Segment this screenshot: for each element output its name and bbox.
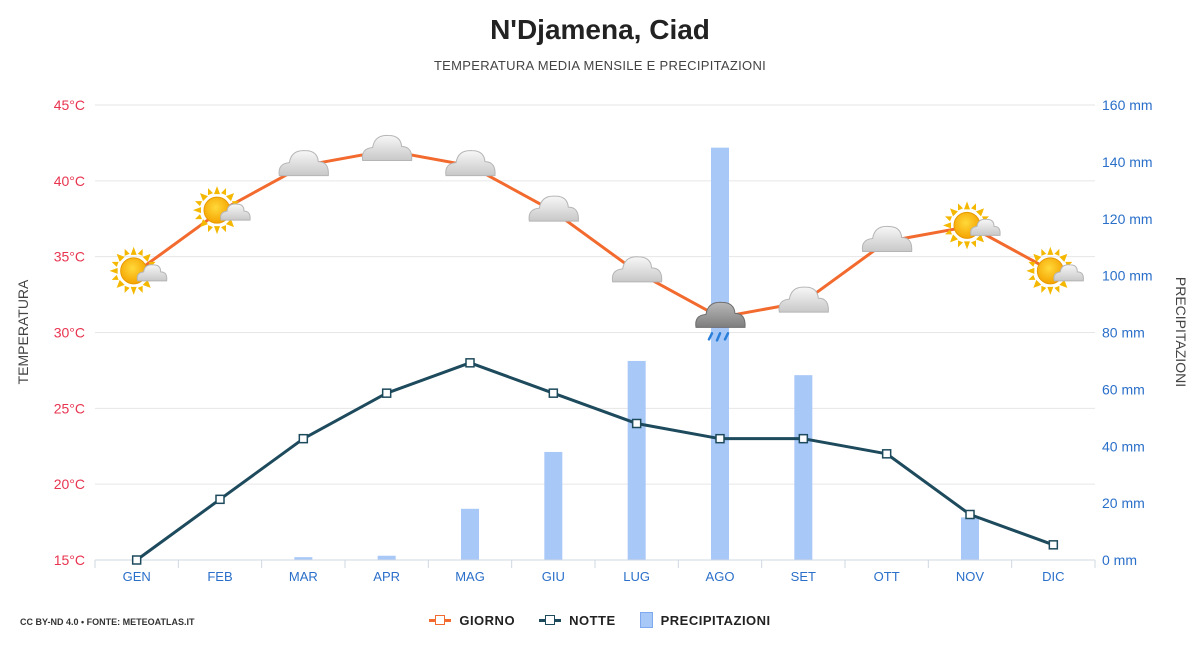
sun-cloud-icon: [942, 200, 1001, 250]
y-axis-right-title: PRECIPITAZIONI: [1173, 277, 1189, 387]
precip-bar: [294, 557, 313, 560]
x-tick-label: APR: [373, 569, 400, 584]
x-tick-label: MAG: [455, 569, 485, 584]
precip-bar: [627, 360, 646, 560]
night-point-marker: [465, 358, 475, 368]
legend-item-day[interactable]: GIORNO: [429, 613, 515, 628]
legend-item-night[interactable]: NOTTE: [539, 613, 616, 628]
precip-bar: [711, 147, 729, 560]
cloud-icon: [528, 195, 579, 222]
x-tick-label: GEN: [123, 569, 151, 584]
y-axis-left-title: TEMPERATURA: [15, 279, 31, 384]
night-series-line: [135, 361, 1054, 562]
precip-bar: [794, 375, 813, 560]
x-tick-label: DIC: [1042, 569, 1064, 584]
y-left-tick-label: 20°C: [54, 476, 85, 492]
night-point-marker: [1048, 540, 1059, 550]
x-tick-label: AGO: [706, 569, 735, 584]
sun-cloud-icon: [192, 185, 251, 235]
y-left-tick-label: 25°C: [54, 400, 85, 416]
night-point-marker: [548, 388, 559, 398]
y-right-tick-label: 160 mm: [1102, 97, 1153, 113]
source-credit: CC BY-ND 4.0 • FONTE: METEOATLAS.IT: [20, 617, 195, 627]
x-tick-label: NOV: [956, 569, 985, 584]
y-right-tick-label: 80 mm: [1102, 325, 1145, 341]
precip-bar: [377, 555, 396, 560]
cloud-icon: [861, 225, 913, 252]
night-point-marker: [715, 433, 725, 444]
y-left-tick-label: 45°C: [54, 97, 85, 113]
y-left-tick-label: 40°C: [54, 173, 85, 189]
night-point-marker: [298, 433, 309, 444]
night-point-marker: [965, 509, 975, 520]
x-tick-label: GIU: [542, 569, 565, 584]
cloud-icon: [445, 150, 496, 177]
night-point-marker: [798, 433, 809, 444]
rain-cloud-icon: [695, 301, 746, 342]
sun-cloud-icon: [1025, 246, 1084, 296]
legend: GIORNO NOTTE PRECIPITAZIONI: [0, 612, 1200, 628]
legend-day-label: GIORNO: [459, 612, 516, 628]
legend-item-precip[interactable]: PRECIPITAZIONI: [639, 612, 771, 628]
y-right-tick-label: 0 mm: [1102, 552, 1137, 568]
y-right-tick-label: 20 mm: [1102, 495, 1145, 511]
cloud-icon: [361, 134, 413, 161]
y-right-tick-label: 120 mm: [1102, 211, 1153, 227]
x-tick-label: FEB: [207, 569, 232, 584]
y-left-tick-label: 30°C: [54, 325, 85, 341]
night-point-marker: [881, 449, 892, 459]
y-right-tick-label: 140 mm: [1102, 154, 1153, 170]
precip-bar: [461, 508, 479, 560]
chart-svg: 15°C 20°C 25°C 30°C 35°C 40°C 45°C 0 mm 20 mm 40 …: [15, 97, 1189, 584]
night-point-marker: [631, 418, 642, 429]
y-left-tick-label: 15°C: [54, 552, 85, 568]
day-series-line: [135, 149, 1055, 319]
cloud-icon: [278, 150, 329, 177]
sun-cloud-icon: [109, 246, 168, 296]
chart-title: N'Djamena, Ciad: [490, 14, 710, 45]
legend-night-label: NOTTE: [569, 612, 616, 628]
legend-precip-label: PRECIPITAZIONI: [660, 612, 771, 628]
y-left-tick-label: 35°C: [54, 249, 85, 265]
x-tick-label: OTT: [874, 569, 900, 584]
precip-bar: [544, 451, 563, 560]
legend-day-marker: [429, 614, 452, 626]
y-right-tick-label: 60 mm: [1102, 381, 1145, 397]
x-tick-label: MAR: [289, 569, 318, 584]
precip-bar: [961, 517, 979, 560]
chart-subtitle: TEMPERATURA MEDIA MENSILE E PRECIPITAZIO…: [433, 58, 767, 73]
night-point-marker: [215, 494, 225, 505]
night-point-marker: [131, 555, 142, 565]
night-point-marker: [381, 388, 392, 398]
legend-precip-marker: [639, 612, 653, 628]
y-right-tick-label: 100 mm: [1102, 268, 1153, 284]
x-tick-label: SET: [791, 569, 816, 584]
x-tick-label: LUG: [623, 569, 650, 584]
y-right-tick-label: 40 mm: [1102, 438, 1145, 454]
legend-night-marker: [539, 614, 562, 626]
